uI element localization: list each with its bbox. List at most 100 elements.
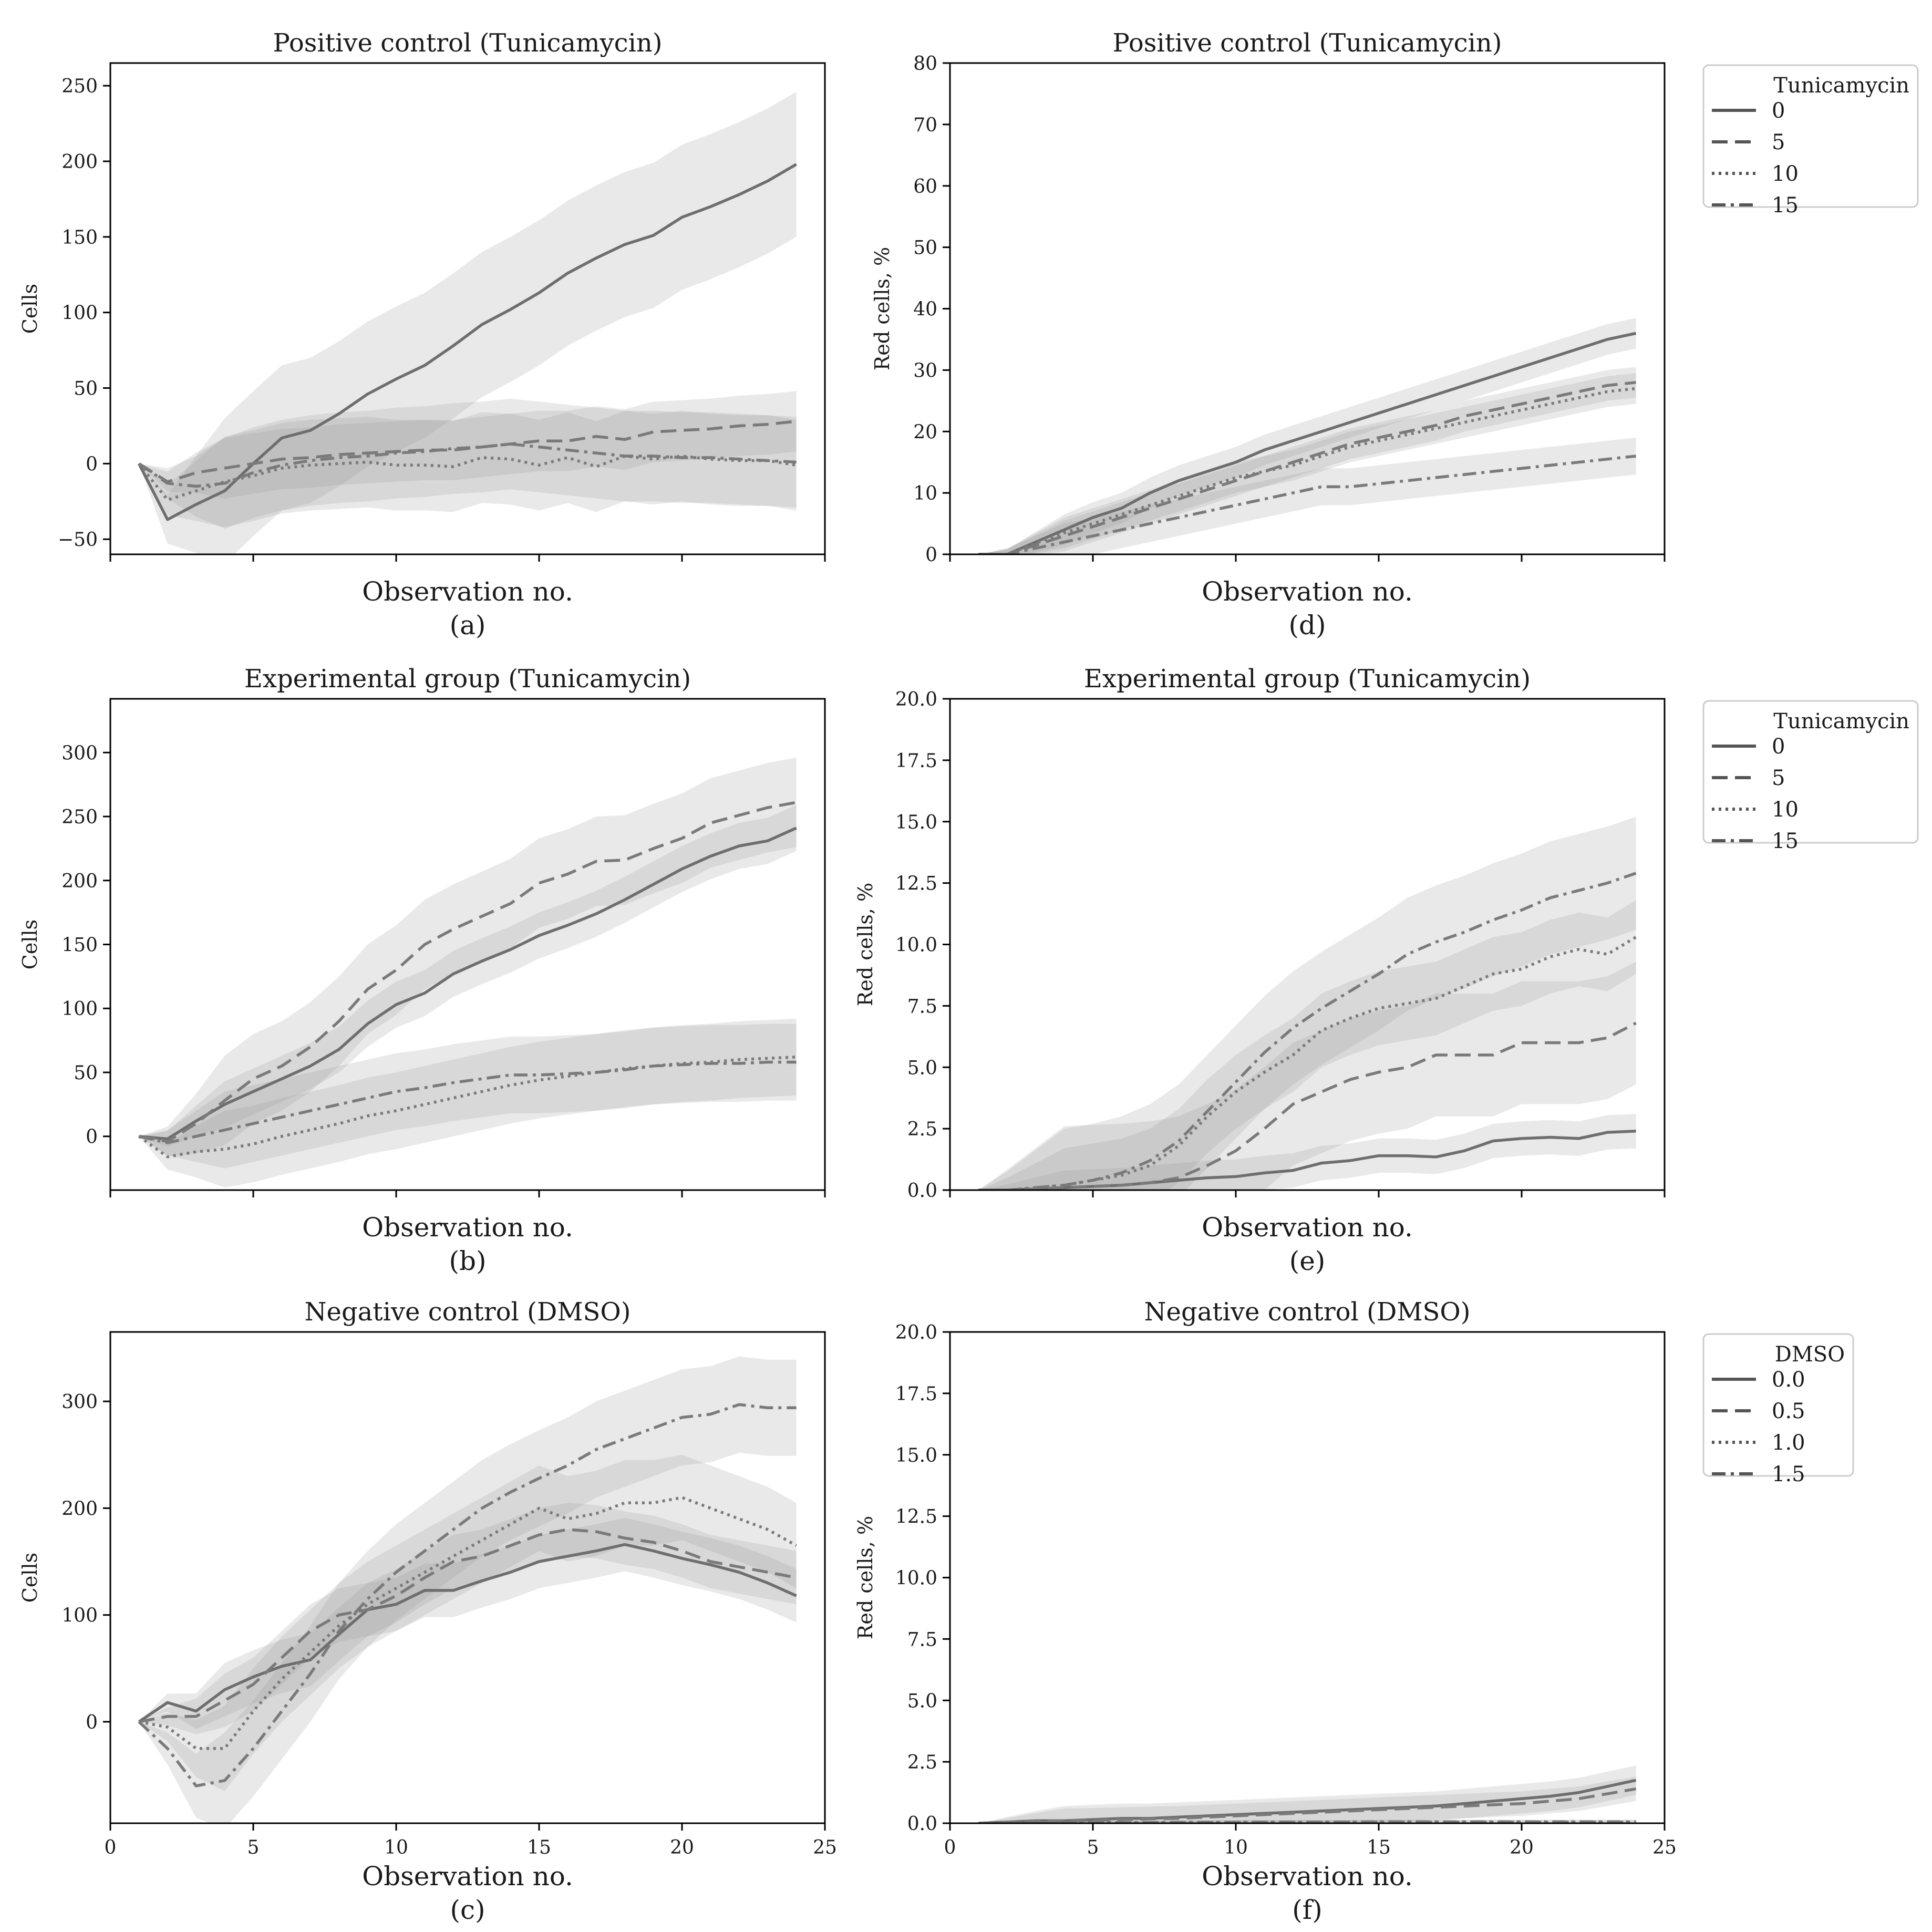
legend-label: 15 (1772, 829, 1799, 853)
series-line-1.0 (138, 1496, 797, 1750)
y-tick-label: 300 (61, 742, 98, 764)
series-line-15 (978, 454, 1636, 554)
confidence-band-0.0 (139, 1517, 797, 1729)
plot-area (978, 1765, 1637, 1823)
panel-caption: (a) (450, 610, 486, 640)
legend-label: 0.5 (1772, 1399, 1805, 1423)
y-tick-label: 30 (913, 360, 937, 381)
legend-label: 1.5 (1772, 1462, 1805, 1486)
chart-title: Negative control (DMSO) (305, 1297, 631, 1327)
y-tick-label: 12.5 (895, 873, 937, 895)
y-tick-label: 20.0 (895, 1322, 937, 1344)
x-tick-label: 25 (1652, 1837, 1677, 1858)
chart-title: Positive control (Tunicamycin) (1112, 28, 1502, 58)
chart-title: Negative control (DMSO) (1144, 1297, 1471, 1327)
y-tick-label: 100 (61, 998, 98, 1020)
series-line-5 (978, 1021, 1637, 1190)
x-axis-label: Observation no. (1202, 1212, 1413, 1243)
x-tick-label: 20 (670, 1837, 694, 1858)
legend-label: 1.0 (1772, 1431, 1805, 1455)
panel-caption: (e) (1289, 1246, 1326, 1276)
y-tick-label: 5.0 (907, 1690, 937, 1712)
legend-label: 0.0 (1772, 1368, 1805, 1392)
series-line-0 (137, 163, 797, 521)
x-tick-label: 0 (105, 1837, 117, 1858)
series-line-10 (138, 1056, 797, 1159)
plot-area (137, 91, 797, 554)
plot-area (978, 817, 1637, 1190)
chart-panel-a: −50 0 50 100 150 200 250 Positive control (Tuni… (18, 28, 826, 640)
y-tick-label: 150 (61, 935, 98, 956)
y-tick-label: 7.5 (907, 996, 937, 1017)
chart-title: Experimental group (Tunicamycin) (244, 664, 691, 694)
chart-panel-c: 0 100 200 300 0 5 10 15 20 25 Negative control (DM… (18, 1297, 837, 1925)
legend-label: 10 (1772, 798, 1799, 822)
legend-label: 0 (1772, 735, 1785, 759)
confidence-band-10 (139, 1018, 797, 1188)
y-tick-label: 150 (61, 227, 98, 249)
confidence-band-5 (978, 962, 1636, 1190)
y-axis-label: Red cells, % (854, 1516, 877, 1639)
y-axis-label: Red cells, % (854, 883, 877, 1006)
plot-area (138, 758, 797, 1188)
chart-title: Experimental group (Tunicamycin) (1084, 664, 1531, 694)
x-tick-label: 15 (1367, 1837, 1391, 1858)
series-line-0.5 (978, 1787, 1637, 1823)
chart-panel-b: 0 50 100 150 200 250 300 Experimental group (Tu… (18, 664, 826, 1276)
confidence-band-0 (139, 91, 797, 554)
plot-frame (949, 1331, 1666, 1824)
y-tick-label: 200 (61, 871, 98, 892)
y-tick-label: 15.0 (895, 1445, 937, 1466)
confidence-band-5 (139, 391, 797, 499)
confidence-band-10 (978, 373, 1636, 554)
series-line-15 (978, 872, 1637, 1190)
y-tick-label: 2.5 (907, 1119, 937, 1140)
x-tick-label: 15 (527, 1837, 551, 1858)
x-tick-label: 5 (247, 1837, 260, 1858)
series-line-10 (978, 387, 1636, 554)
y-tick-label: 0.0 (907, 1180, 937, 1202)
y-tick-label: 10 (913, 483, 937, 504)
y-tick-label: 80 (913, 53, 937, 75)
series-line-0 (978, 1130, 1636, 1190)
legend-label: 5 (1772, 130, 1785, 154)
y-tick-label: 20 (913, 421, 937, 443)
plot-frame (109, 1331, 826, 1824)
y-tick-label: 50 (74, 1062, 98, 1084)
confidence-band-0 (139, 805, 797, 1147)
legend-title: Tunicamycin (1773, 709, 1909, 733)
y-tick-label: 7.5 (907, 1629, 937, 1650)
x-axis-label: Observation no. (1202, 1861, 1413, 1892)
chart-title: Positive control (Tunicamycin) (273, 28, 662, 58)
panel-caption: (d) (1288, 610, 1326, 640)
series-line-5 (978, 381, 1636, 554)
x-tick-label: 5 (1087, 1837, 1099, 1858)
legend-label: 0 (1772, 99, 1785, 123)
plot-area (978, 318, 1637, 554)
series-line-0.0 (138, 1543, 797, 1723)
y-tick-label: 0 (86, 1127, 98, 1148)
x-axis-label: Observation no. (1202, 576, 1413, 607)
y-tick-label: 15.0 (895, 812, 937, 833)
y-axis-label: Cells (18, 1553, 42, 1603)
confidence-band-0 (978, 1114, 1636, 1190)
panel-caption: (c) (450, 1895, 485, 1925)
chart-panel-e: 0.0 2.5 5.0 7.5 10.0 12.5 15.0 17.5 20.0 Experime… (854, 664, 1919, 1276)
series-line-15 (138, 442, 797, 488)
x-axis-label: Observation no. (362, 1212, 573, 1243)
y-tick-label: 17.5 (895, 1383, 937, 1405)
legend-label: 5 (1772, 766, 1785, 790)
y-tick-label: 17.5 (895, 750, 937, 772)
y-tick-label: −50 (58, 529, 98, 551)
confidence-band-0.0 (978, 1765, 1636, 1823)
x-tick-label: 10 (1224, 1837, 1248, 1858)
y-tick-label: 0 (86, 453, 98, 475)
confidence-band-0.5 (978, 1776, 1636, 1823)
chart-panel-f: 0.0 2.5 5.0 7.5 10.0 12.5 15.0 17.5 20.0 0 5 10 15 20… (854, 1297, 1854, 1925)
y-tick-label: 40 (913, 299, 937, 321)
x-axis-label: Observation no. (362, 576, 573, 607)
y-tick-label: 300 (61, 1391, 98, 1413)
